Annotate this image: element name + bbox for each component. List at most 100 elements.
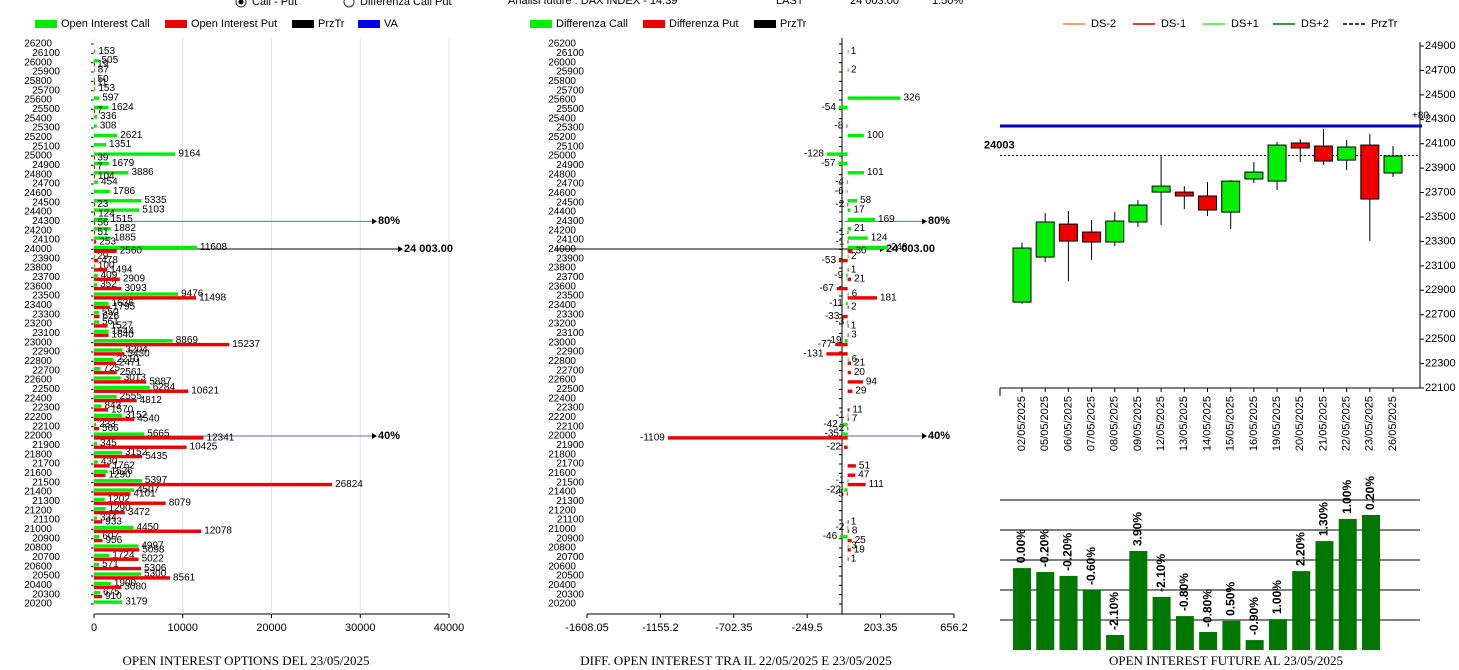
y-tick-label: 20400 [548,580,576,591]
bar [94,370,117,375]
value-label: 30 [856,246,868,257]
y-tick-label: 23700 [1425,186,1456,198]
y-tick-label: 20300 [32,589,60,600]
bar [847,544,849,548]
y-tick-label: 25300 [556,123,584,134]
y-tick-label: 24500 [32,197,60,208]
bar [94,62,95,67]
y-tick-label: 25100 [32,141,60,152]
y-tick-label: 22900 [1425,284,1456,296]
value-label: 1351 [109,139,132,150]
y-tick-label: 21500 [556,477,584,488]
value-label: 181 [880,292,897,303]
value-label: 0.50% [1224,582,1238,616]
legend-label: Open Interest Put [191,18,277,30]
legend-label: DS+2 [1301,18,1329,30]
value-label: 2909 [123,274,146,285]
value-label: 8 [852,526,858,537]
x-tick-label: 07/05/2025 [1085,396,1097,451]
bar [94,525,134,530]
bar [94,286,122,291]
bar [94,361,116,365]
bar [94,305,110,309]
y-tick-label: 25100 [556,141,584,152]
bar [94,292,179,296]
value-label: 725 [103,363,120,374]
value-label: 1 [851,554,857,565]
bar [94,520,103,524]
value-label: 561 [102,317,119,328]
bar [846,124,848,128]
radio[interactable] [343,0,355,8]
annotation-arrow [922,433,927,439]
bar [94,510,125,515]
value-label: 566 [102,423,119,434]
legend-swatch [165,20,187,28]
bar [847,277,852,281]
value-label: -42 [823,419,838,430]
candle-body [1105,220,1125,243]
y-tick-label: 22300 [32,403,60,414]
y-tick-label: 23800 [24,263,52,274]
value-label: 21 [854,223,866,234]
value-label: -22 [827,442,842,453]
value-label: -128 [804,149,824,160]
y-tick-label: 25300 [32,123,60,134]
va-label: +80 [1412,111,1429,122]
bar [94,320,99,324]
bar [847,520,849,524]
y-tick-label: 25900 [556,67,584,78]
bar [94,566,142,571]
y-tick-label: 20600 [548,561,576,572]
bar [840,423,848,427]
value-label: 4540 [137,414,160,425]
y-tick-label: 21100 [557,515,585,526]
bar [94,109,95,113]
bar [94,339,173,343]
bar [847,548,851,552]
value-label: 1515 [110,214,133,225]
value-label: 111 [869,479,885,490]
bar [94,497,105,502]
bar [94,529,202,533]
value-label: 409 [101,270,118,281]
value-label: 1724 [112,550,135,561]
y-tick-label: 25400 [548,113,576,124]
bar [94,87,96,91]
value-label: -0.20% [1061,533,1075,571]
bar [94,314,100,319]
bar [94,591,100,595]
bar [94,544,139,548]
bar [94,342,230,347]
value-label: 933 [105,516,122,527]
bar [94,268,108,272]
value-label: 5300 [144,569,167,580]
candle-body [1360,144,1380,200]
y-tick-label: 24200 [548,225,576,236]
value-label: -53 [822,255,837,266]
bar [94,426,100,431]
bar [1013,568,1031,650]
bar [94,245,198,250]
y-tick-label: 24600 [24,188,52,199]
bar [94,473,106,477]
y-tick-label: 22200 [548,412,576,423]
legend-swatch [292,20,314,28]
bar [1059,575,1078,650]
bar [94,482,333,487]
y-tick-label: 21200 [548,505,576,516]
value-label: 248 [891,242,908,253]
bar [1362,515,1380,650]
annotation-label: 40% [378,430,400,442]
value-label: 1526 [111,466,134,477]
y-tick-label: 22300 [1425,357,1456,369]
bar [94,454,143,459]
bar [94,423,97,427]
value-label: 4507 [137,485,160,496]
annotation-label: 80% [928,215,950,227]
y-tick-label: 23300 [32,309,60,320]
bar [94,357,114,362]
candle-body [1313,145,1333,162]
y-tick-label: 24700 [32,179,60,190]
y-tick-label: 26200 [548,39,576,50]
